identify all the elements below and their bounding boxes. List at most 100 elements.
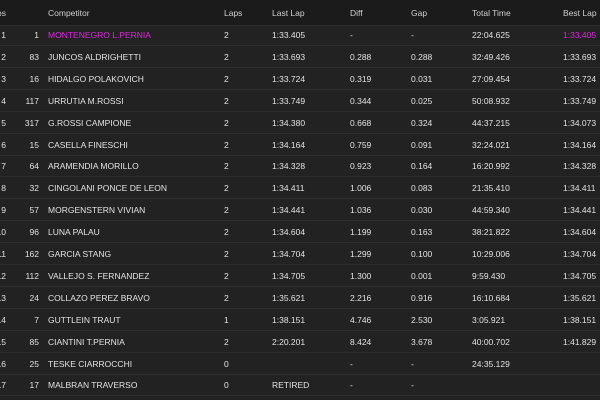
result-row: 6 15 CASELLA FINESCHI 2 1:34.164 0.759 0.091 32… xyxy=(0,134,600,156)
laps-cell: 2 xyxy=(224,95,229,106)
total-time-cell: 10:29.006 xyxy=(472,249,510,259)
last-lap-cell: 2:20.201 xyxy=(272,336,306,347)
gap-cell: 0.916 xyxy=(411,292,433,303)
last-lap-cell: 1:34.164 xyxy=(272,139,306,150)
position-cell: 5 xyxy=(1,117,6,128)
gap-cell: 0.288 xyxy=(411,51,433,62)
competitor-cell: URRUTIA M.ROSSI xyxy=(48,95,124,106)
last-lap-cell: 1:34.604 xyxy=(272,227,306,238)
result-row: 16 25 TESKE CIARROCCHI 0 - - 24:35.129 xyxy=(0,353,600,375)
diff-cell: 0.288 xyxy=(350,51,372,62)
diff-cell: 4.746 xyxy=(350,314,372,325)
gap-cell: 0.163 xyxy=(411,227,433,238)
gap-cell: 0.324 xyxy=(411,117,433,128)
competitor-cell: MONTENEGRO L.PERNIA xyxy=(48,30,151,40)
total-time-cell: 27:09.454 xyxy=(472,73,510,84)
laps-cell: 2 xyxy=(224,227,229,238)
column-header: Diff xyxy=(350,8,363,18)
result-row: 15 85 CIANTINI T.PERNIA 2 2:20.201 8.424 3.678… xyxy=(0,331,600,353)
best-lap-cell: 1:34.441 xyxy=(563,205,597,216)
gap-cell: 2.530 xyxy=(411,314,433,325)
last-lap-cell: 1:34.328 xyxy=(272,161,306,172)
competitor-cell: MALBRAN TRAVERSO xyxy=(48,380,138,391)
car-number-cell: 112 xyxy=(25,270,39,281)
car-number-cell: 64 xyxy=(29,161,39,172)
diff-cell: 0.319 xyxy=(350,73,372,84)
total-time-cell: 21:35.410 xyxy=(472,183,510,194)
car-number-cell: 17 xyxy=(29,380,39,391)
result-row: 9 57 MORGENSTERN VIVIAN 2 1:34.441 1.036 0.030… xyxy=(0,199,600,222)
competitor-cell: GUTTLEIN TRAUT xyxy=(48,314,121,325)
total-time-cell: 24:35.129 xyxy=(472,358,510,369)
column-header: Total Time xyxy=(472,8,511,18)
position-cell: 14 xyxy=(0,314,6,325)
last-lap-cell: 1:35.621 xyxy=(272,292,306,303)
last-lap-cell: 1:34.704 xyxy=(272,249,306,259)
car-number-cell: 83 xyxy=(29,51,39,62)
laps-cell: 2 xyxy=(224,51,229,62)
gap-cell: - xyxy=(411,358,414,369)
result-row: 11 162 GARCIA STANG 2 1:34.704 1.299 0.100 10:2… xyxy=(0,243,600,265)
total-time-cell: 38:21.822 xyxy=(472,227,510,238)
diff-cell: 2.216 xyxy=(350,292,372,303)
total-time-cell: 32:49.426 xyxy=(472,51,510,62)
diff-cell: 8.424 xyxy=(350,336,372,347)
result-row: 13 24 COLLAZO PEREZ BRAVO 2 1:35.621 2.216 0.9… xyxy=(0,287,600,309)
result-row: 12 112 VALLEJO S. FERNANDEZ 2 1:34.705 1.300 0… xyxy=(0,265,600,287)
diff-cell: 0.759 xyxy=(350,139,372,150)
competitor-cell: ARAMENDIA MORILLO xyxy=(48,161,139,172)
gap-cell: 0.164 xyxy=(411,161,433,172)
total-time-cell: 50:08.932 xyxy=(472,95,510,106)
laps-cell: 2 xyxy=(224,73,229,84)
laps-cell: 2 xyxy=(224,205,229,216)
diff-cell: 0.923 xyxy=(350,161,372,172)
laps-cell: 2 xyxy=(224,336,229,347)
result-row: 5 317 G.ROSSI CAMPIONE 2 1:34.380 0.668 0.324 4… xyxy=(0,112,600,134)
gap-cell: - xyxy=(411,380,414,391)
position-cell: 10 xyxy=(0,227,6,238)
position-cell: 13 xyxy=(0,292,6,303)
car-number-cell: 1 xyxy=(34,30,39,40)
total-time-cell: 40:00.702 xyxy=(472,336,510,347)
car-number-cell: 25 xyxy=(29,358,39,369)
laps-cell: 2 xyxy=(224,30,229,40)
competitor-cell: GARCIA STANG xyxy=(48,249,112,259)
competitor-cell: HIDALGO POLAKOVICH xyxy=(48,73,144,84)
position-cell: 9 xyxy=(1,205,6,216)
competitor-cell: CIANTINI T.PERNIA xyxy=(48,336,125,347)
best-lap-cell: 1:41.829 xyxy=(563,336,597,347)
gap-cell: 3.678 xyxy=(411,336,433,347)
gap-cell: 0.031 xyxy=(411,73,433,84)
car-number-cell: 117 xyxy=(25,95,39,106)
total-time-cell: 16:10.684 xyxy=(472,292,510,303)
result-row: 4 117 URRUTIA M.ROSSI 2 1:33.749 0.344 0.025 50… xyxy=(0,90,600,112)
position-cell: 1 xyxy=(1,30,6,40)
car-number-cell: 15 xyxy=(29,139,39,150)
diff-cell: 1.036 xyxy=(350,205,372,216)
laps-cell: 2 xyxy=(224,161,229,172)
laps-cell: 1 xyxy=(224,314,229,325)
last-lap-cell: 1:34.441 xyxy=(272,205,306,216)
best-lap-cell: 1:34.705 xyxy=(563,270,597,281)
car-number-cell: 24 xyxy=(29,292,39,303)
best-lap-cell: 1:34.164 xyxy=(563,139,597,150)
result-row: 3 16 HIDALGO POLAKOVICH 2 1:33.724 0.319 0.031… xyxy=(0,68,600,90)
best-lap-cell: 1:33.405 xyxy=(563,30,597,40)
diff-cell: 0.344 xyxy=(350,95,372,106)
gap-cell: 0.100 xyxy=(411,249,433,259)
laps-cell: 0 xyxy=(224,358,229,369)
column-header: Laps xyxy=(224,8,243,18)
position-cell: 17 xyxy=(0,380,6,391)
total-time-cell: 44:37.215 xyxy=(472,117,510,128)
last-lap-cell: 1:38.151 xyxy=(272,314,306,325)
gap-cell: 0.001 xyxy=(411,270,433,281)
competitor-cell: G.ROSSI CAMPIONE xyxy=(48,117,132,128)
total-time-cell: 9:59.430 xyxy=(472,270,506,281)
total-time-cell: 3:05.921 xyxy=(472,314,506,325)
car-number-cell: 96 xyxy=(29,227,39,238)
last-lap-cell: 1:34.705 xyxy=(272,270,306,281)
total-time-cell: 22:04.625 xyxy=(472,30,510,40)
car-number-cell: 162 xyxy=(24,249,39,259)
best-lap-cell: 1:34.328 xyxy=(563,161,597,172)
